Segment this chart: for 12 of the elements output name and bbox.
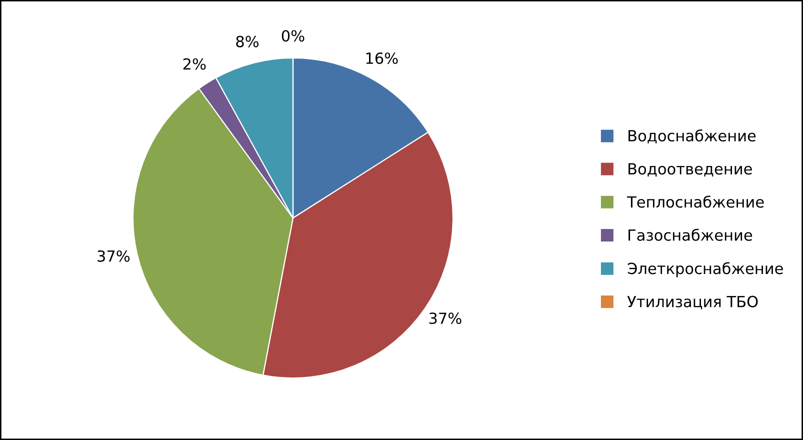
data-label: 8% bbox=[236, 36, 259, 48]
legend-label: Водоснабжение bbox=[628, 129, 756, 144]
data-label: 37% bbox=[429, 312, 462, 324]
legend-label: Элеткроснабжение bbox=[628, 262, 783, 278]
data-label: 16% bbox=[366, 52, 398, 64]
legend-label: Водоотведение bbox=[628, 163, 752, 177]
legend-label: Газоснабжение bbox=[628, 228, 752, 241]
legend-label: Теплоснабжение bbox=[627, 196, 764, 208]
data-label: 37% bbox=[98, 250, 130, 262]
data-label: 2% bbox=[183, 58, 206, 70]
text: 0% bbox=[282, 30, 304, 42]
legend-label: Утилизация ТБО bbox=[627, 296, 758, 310]
